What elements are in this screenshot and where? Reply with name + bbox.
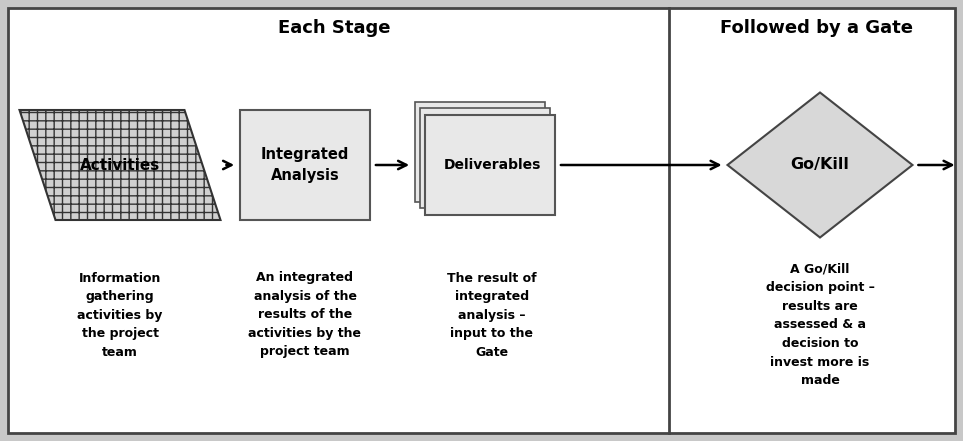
Text: Integrated
Analysis: Integrated Analysis bbox=[261, 147, 350, 183]
Text: Activities: Activities bbox=[80, 157, 160, 172]
Text: Go/Kill: Go/Kill bbox=[791, 157, 849, 172]
Text: The result of
integrated
analysis –
input to the
Gate: The result of integrated analysis – inpu… bbox=[447, 272, 536, 359]
Bar bbox=[425, 115, 555, 215]
Text: Each Stage: Each Stage bbox=[278, 19, 391, 37]
Bar bbox=[420, 108, 550, 208]
Text: A Go/Kill
decision point –
results are
assessed & a
decision to
invest more is
m: A Go/Kill decision point – results are a… bbox=[766, 263, 874, 387]
Polygon shape bbox=[19, 110, 221, 220]
Text: Information
gathering
activities by
the project
team: Information gathering activities by the … bbox=[77, 272, 163, 359]
Polygon shape bbox=[727, 93, 913, 238]
Bar bbox=[240, 110, 370, 220]
Text: Deliverables: Deliverables bbox=[443, 158, 540, 172]
Text: An integrated
analysis of the
results of the
activities by the
project team: An integrated analysis of the results of… bbox=[248, 272, 361, 359]
Text: Followed by a Gate: Followed by a Gate bbox=[719, 19, 913, 37]
Bar bbox=[415, 102, 545, 202]
